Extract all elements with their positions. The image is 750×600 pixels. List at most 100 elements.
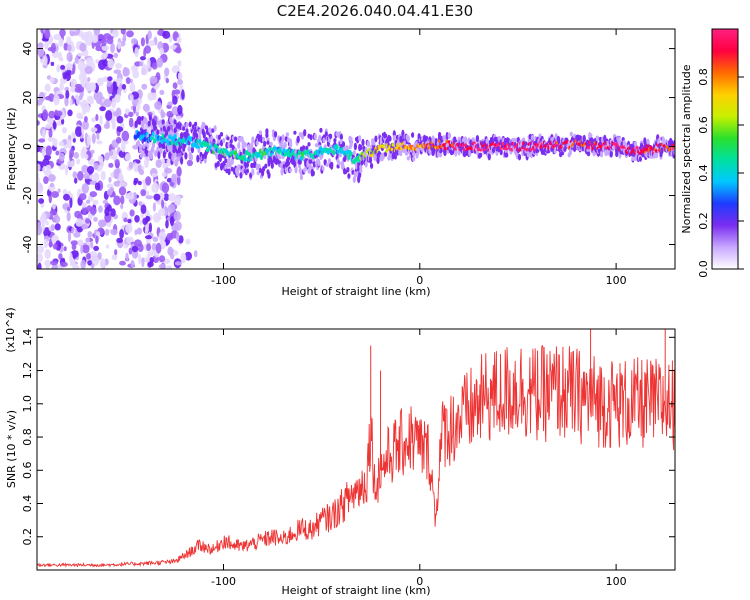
x-tick-label: 100 [606, 274, 627, 287]
spectrogram-cell [266, 140, 270, 145]
spectrogram-cell [281, 134, 285, 142]
spectrogram-cell [153, 193, 161, 201]
spectrogram-cell [86, 30, 93, 39]
spectrogram-cell [136, 227, 143, 235]
spectrogram-cell [119, 83, 123, 92]
spectrogram-cell [234, 136, 238, 142]
spectrogram-cell [118, 186, 127, 196]
spectrogram-cell [45, 220, 49, 226]
spectrogram-cell [216, 139, 220, 144]
spectrogram-cell [175, 115, 182, 120]
spectrogram-cell [81, 183, 90, 194]
spectrogram-cell [131, 38, 138, 45]
spectrogram-cell [194, 121, 198, 127]
spectrogram-cell [119, 229, 124, 239]
spectrogram-cell [177, 104, 183, 115]
spectrogram-cell [77, 239, 84, 247]
spectrogram-cell [106, 37, 114, 45]
spectrogram-cell [167, 140, 171, 146]
spectrogram-cell [115, 63, 123, 69]
spectrogram-cell [349, 151, 353, 157]
spectrogram-cell [171, 106, 179, 116]
spectrogram-cells [37, 29, 675, 269]
spectrogram-cell [65, 62, 73, 71]
spectrogram-cell [337, 160, 341, 166]
spectrogram-cell [137, 120, 142, 125]
spectrogram-cell [372, 140, 376, 146]
colorbar-label: Normalized spectral amplitude [680, 64, 693, 233]
y-tick-label: 1.0 [21, 395, 34, 413]
spectrogram-cell [44, 248, 51, 260]
spectrogram-cell [104, 207, 110, 217]
spectrogram-cell [37, 120, 40, 126]
spectrogram-cell [202, 130, 206, 139]
spectrogram-cell [91, 133, 96, 144]
spectrogram-cell [37, 144, 41, 153]
colorbar-ticks: 0.0 0.2 0.4 0.6 0.8 [697, 68, 744, 278]
spectrogram-cell [123, 217, 128, 223]
spectrogram-cell [57, 188, 61, 193]
spectrogram-cell [323, 159, 327, 164]
spectrogram-cell [147, 30, 152, 40]
spectrogram-cell [171, 173, 177, 183]
spectrogram-cell [353, 142, 357, 151]
spectrogram-cell [162, 125, 166, 132]
y-tick-label: 1.2 [21, 362, 34, 380]
spectrogram-cell [87, 77, 91, 82]
spectrogram-cell [160, 138, 164, 144]
spectrogram-cell [67, 206, 71, 212]
spectrogram-cell [73, 232, 81, 238]
snr-y-axis-label: SNR (10 * v/v) [5, 410, 18, 488]
spectrogram-cell [364, 160, 368, 168]
spectrogram-cell [59, 81, 64, 91]
spectrogram-cell [129, 209, 135, 217]
spectrogram-cell [184, 251, 192, 261]
spectrogram-cell [187, 146, 191, 152]
spectrogram-cell [161, 119, 165, 125]
spectrogram-cell [216, 160, 220, 167]
spectrogram-cell [146, 58, 151, 69]
spectrogram-cell [51, 191, 59, 198]
spectrogram-cell [269, 141, 273, 147]
spectrogram-cell [90, 263, 95, 269]
spectrogram-cell [262, 166, 266, 172]
spectrogram-cell [74, 86, 82, 93]
spectrogram-cell [119, 260, 126, 266]
spectrogram-cell [63, 193, 70, 201]
spectrogram-cell [110, 208, 116, 217]
spectrogram-cell [158, 193, 165, 200]
spectrogram-cell [359, 168, 363, 174]
spectrogram-cell [98, 59, 106, 71]
y-tick-label: -40 [21, 236, 34, 254]
spectrogram-cell [50, 224, 55, 232]
spectrogram-cell [60, 261, 68, 267]
spectrogram-cell [96, 132, 100, 140]
spectrogram-cell [186, 159, 193, 167]
spectrogram-cell [161, 199, 165, 209]
spectrogram-cell [190, 146, 194, 154]
spectrogram-cell [152, 202, 156, 212]
spectrogram-cell [116, 237, 123, 244]
spectrogram-cell [37, 183, 44, 195]
spectrogram-cell [180, 252, 187, 264]
spectrogram-cell [105, 228, 110, 236]
spectrogram-cell [121, 141, 126, 153]
spectrogram-cell [538, 133, 542, 139]
spectrogram-cell [86, 57, 94, 65]
spectrogram-cell [63, 144, 69, 149]
spectrogram-cell [140, 189, 146, 197]
spectrogram-cell [193, 250, 198, 258]
spectrogram-cell [125, 252, 129, 261]
spectrogram-cell [598, 140, 603, 146]
spectrogram-cell [79, 193, 87, 201]
spectrogram-cell [416, 146, 420, 153]
spectrogram-cell [256, 171, 260, 176]
spectrogram-cell [239, 172, 243, 179]
spectrogram-cell [255, 140, 259, 146]
spectrogram-cell [116, 115, 124, 124]
spectrogram-cell [83, 172, 91, 180]
spectrogram-cell [176, 36, 182, 44]
spectrogram-cell [95, 114, 99, 121]
spectrogram-cell [128, 247, 133, 255]
spectrogram-cell [115, 168, 121, 175]
